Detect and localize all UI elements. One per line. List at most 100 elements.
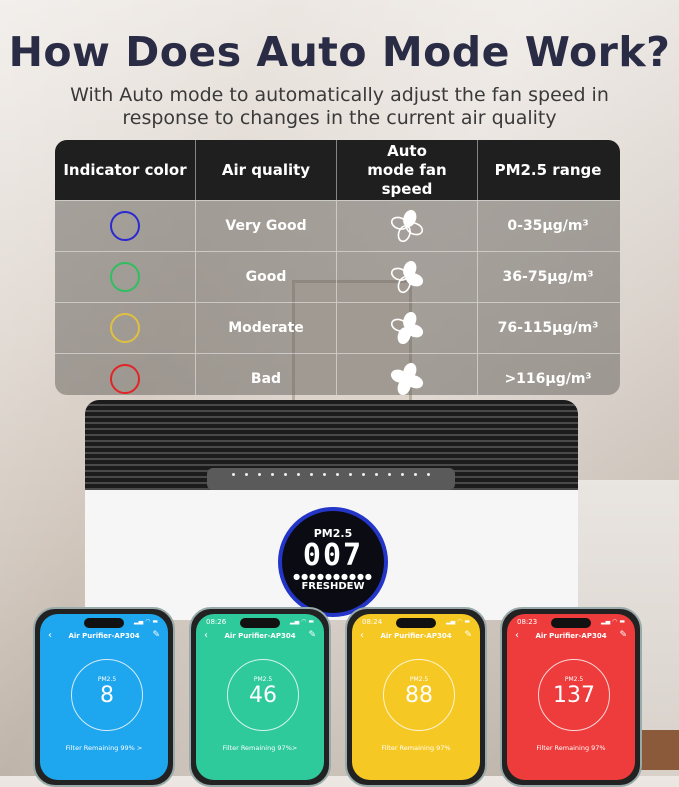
back-icon[interactable]: ‹ bbox=[48, 630, 52, 641]
phone-app-screen: 08:26 ▂▄ ◠ ▬ ‹ Air Purifier-AP304 ✎ PM2.… bbox=[189, 607, 331, 787]
table-row: Bad >116µg/m³ bbox=[55, 353, 620, 395]
status-time: 08:24 bbox=[362, 618, 383, 626]
indicator-led bbox=[427, 473, 430, 476]
indicator-ring-icon bbox=[110, 313, 140, 343]
gauge-label: PM2.5 bbox=[97, 676, 117, 683]
air-quality-cell: Moderate bbox=[195, 303, 336, 353]
pm25-gauge: PM2.5 46 bbox=[227, 659, 299, 731]
signal-wifi-battery-icon: ▂▄ ◠ ▬ bbox=[601, 618, 625, 625]
fan-speed-cell bbox=[336, 303, 477, 353]
filter-remaining-link[interactable]: Filter Remaining 97% bbox=[381, 744, 451, 752]
pm25-gauge: PM2.5 8 bbox=[71, 659, 143, 731]
page-title: How Does Auto Mode Work? bbox=[8, 28, 671, 76]
edit-icon[interactable]: ✎ bbox=[152, 630, 160, 640]
edit-icon[interactable]: ✎ bbox=[308, 630, 316, 640]
header-cell: Auto mode fan speed bbox=[336, 140, 477, 200]
back-icon[interactable]: ‹ bbox=[360, 630, 364, 641]
dynamic-island bbox=[240, 618, 280, 628]
table-row: Very Good 0-35µg/m³ bbox=[55, 200, 620, 251]
pm25-range-cell: >116µg/m³ bbox=[477, 354, 618, 395]
subtitle-line: response to changes in the current air q… bbox=[122, 107, 557, 129]
indicator-cell bbox=[55, 354, 195, 395]
filter-remaining-link[interactable]: Filter Remaining 97% bbox=[536, 744, 606, 752]
device-title: Air Purifier-AP304 bbox=[68, 632, 140, 640]
fan-speed-cell bbox=[336, 201, 477, 251]
header-cell: Air quality bbox=[195, 140, 336, 200]
indicator-cell bbox=[55, 303, 195, 353]
status-time: 08:26 bbox=[206, 618, 227, 626]
control-panel[interactable] bbox=[207, 468, 455, 490]
indicator-led bbox=[232, 473, 235, 476]
indicator-led bbox=[323, 473, 326, 476]
table-row: Good 36-75µg/m³ bbox=[55, 251, 620, 302]
pm25-range-cell: 0-35µg/m³ bbox=[477, 201, 618, 251]
indicator-led bbox=[245, 473, 248, 476]
indicator-led bbox=[258, 473, 261, 476]
gauge-label: PM2.5 bbox=[253, 676, 273, 683]
indicator-ring-icon bbox=[110, 364, 140, 394]
pm25-gauge: PM2.5 88 bbox=[383, 659, 455, 731]
fan-icon bbox=[390, 362, 424, 395]
pm25-gauge: PM2.5 137 bbox=[538, 659, 610, 731]
subtitle: With Auto mode to automatically adjust t… bbox=[0, 84, 679, 130]
indicator-led bbox=[375, 473, 378, 476]
indicator-led bbox=[349, 473, 352, 476]
phone-app-screen: 08:23 ▂▄ ◠ ▬ ‹ Air Purifier-AP304 ✎ PM2.… bbox=[500, 607, 642, 787]
back-icon[interactable]: ‹ bbox=[204, 630, 208, 641]
indicator-led bbox=[284, 473, 287, 476]
gauge-label: PM2.5 bbox=[564, 676, 584, 683]
device-title: Air Purifier-AP304 bbox=[224, 632, 296, 640]
fan-icon bbox=[390, 260, 424, 294]
air-quality-cell: Good bbox=[195, 252, 336, 302]
fan-icon bbox=[390, 311, 424, 345]
dynamic-island bbox=[551, 618, 591, 628]
indicator-led bbox=[336, 473, 339, 476]
pm25-display: PM2.5 007 ●●●●●●●●●● FRESHDEW bbox=[278, 507, 388, 617]
phone-app-screen: ▂▄ ◠ ▬ ‹ Air Purifier-AP304 ✎ PM2.5 8 Fil… bbox=[33, 607, 175, 787]
indicator-led bbox=[362, 473, 365, 476]
phone-app-screen: 08:24 ▂▄ ◠ ▬ ‹ Air Purifier-AP304 ✎ PM2.… bbox=[345, 607, 487, 787]
gauge-label: PM2.5 bbox=[409, 676, 429, 683]
gauge-value: 46 bbox=[249, 683, 277, 708]
display-dots: ●●●●●●●●●● bbox=[293, 572, 373, 581]
fan-speed-cell bbox=[336, 354, 477, 395]
dynamic-island bbox=[396, 618, 436, 628]
status-time: 08:23 bbox=[517, 618, 538, 626]
indicator-led bbox=[310, 473, 313, 476]
edit-icon[interactable]: ✎ bbox=[619, 630, 627, 640]
app-screen: 08:24 ▂▄ ◠ ▬ ‹ Air Purifier-AP304 ✎ PM2.… bbox=[352, 614, 480, 780]
back-icon[interactable]: ‹ bbox=[515, 630, 519, 641]
auto-mode-table: Indicator color Air quality Auto mode fa… bbox=[55, 140, 620, 395]
brand-logo: FRESHDEW bbox=[301, 581, 365, 592]
app-screen: 08:23 ▂▄ ◠ ▬ ‹ Air Purifier-AP304 ✎ PM2.… bbox=[507, 614, 635, 780]
device-title: Air Purifier-AP304 bbox=[535, 632, 607, 640]
indicator-led bbox=[388, 473, 391, 476]
filter-remaining-link[interactable]: Filter Remaining 97%> bbox=[222, 744, 298, 752]
filter-remaining-link[interactable]: Filter Remaining 99% > bbox=[65, 744, 143, 752]
app-screen: 08:26 ▂▄ ◠ ▬ ‹ Air Purifier-AP304 ✎ PM2.… bbox=[196, 614, 324, 780]
fan-icon bbox=[390, 209, 424, 243]
indicator-led bbox=[297, 473, 300, 476]
device-title: Air Purifier-AP304 bbox=[380, 632, 452, 640]
gauge-value: 8 bbox=[100, 683, 114, 708]
gauge-value: 137 bbox=[553, 683, 595, 708]
table-header: Indicator color Air quality Auto mode fa… bbox=[55, 140, 620, 200]
signal-wifi-battery-icon: ▂▄ ◠ ▬ bbox=[446, 618, 470, 625]
header-cell: Indicator color bbox=[63, 160, 187, 179]
indicator-cell bbox=[55, 201, 195, 251]
display-value: 007 bbox=[302, 538, 364, 573]
air-quality-cell: Bad bbox=[195, 354, 336, 395]
indicator-led bbox=[401, 473, 404, 476]
indicator-ring-icon bbox=[110, 262, 140, 292]
edit-icon[interactable]: ✎ bbox=[464, 630, 472, 640]
pm25-range-cell: 36-75µg/m³ bbox=[477, 252, 618, 302]
indicator-ring-icon bbox=[110, 211, 140, 241]
app-screen: ▂▄ ◠ ▬ ‹ Air Purifier-AP304 ✎ PM2.5 8 Fil… bbox=[40, 614, 168, 780]
signal-wifi-battery-icon: ▂▄ ◠ ▬ bbox=[134, 618, 158, 625]
header-cell: PM2.5 range bbox=[477, 140, 618, 200]
table-row: Moderate 76-115µg/m³ bbox=[55, 302, 620, 353]
indicator-cell bbox=[55, 252, 195, 302]
air-quality-cell: Very Good bbox=[195, 201, 336, 251]
pm25-range-cell: 76-115µg/m³ bbox=[477, 303, 618, 353]
indicator-led bbox=[414, 473, 417, 476]
